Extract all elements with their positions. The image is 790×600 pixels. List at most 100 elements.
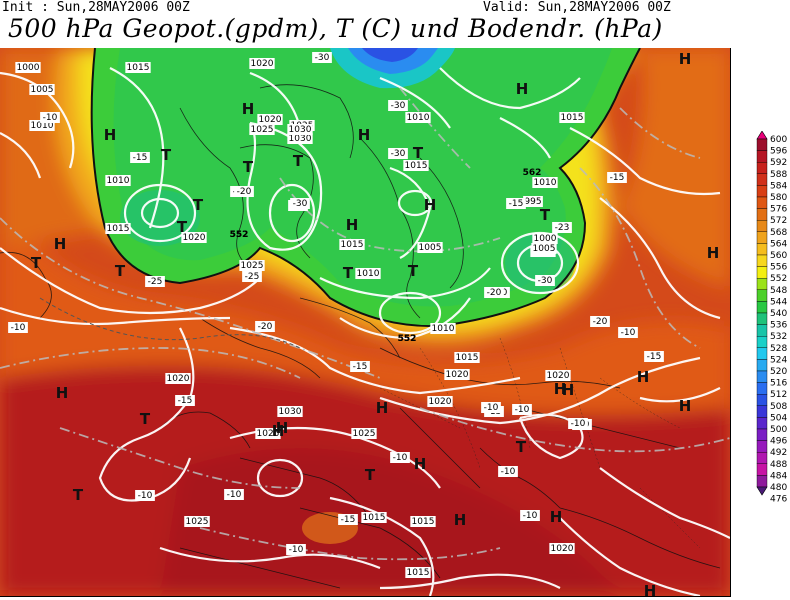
geopotential-label: 552 (398, 334, 417, 344)
svg-text:1030: 1030 (289, 134, 312, 144)
legend-value-label: 512 (770, 390, 787, 400)
high-pressure-label: H (679, 397, 692, 415)
temperature-label: -15 (338, 514, 358, 525)
low-pressure-label: T (243, 158, 254, 176)
geopotential-label: 552 (230, 230, 249, 240)
low-pressure-label: T (540, 206, 551, 224)
legend-color-cell (756, 138, 768, 151)
svg-text:995: 995 (524, 197, 541, 207)
pressure-label: 1015 (410, 516, 436, 527)
legend-value-label: 492 (770, 448, 787, 458)
svg-text:1005: 1005 (533, 244, 556, 254)
legend-value-label: 592 (770, 158, 787, 168)
svg-text:1015: 1015 (561, 113, 584, 123)
pressure-label: 1010 (430, 323, 456, 334)
temperature-labels: -10 -10 -15 -20 -25 -30 -30 -25 -20 -15 -10 -15 -20 -… (8, 52, 664, 555)
svg-text:1020: 1020 (429, 397, 452, 407)
low-pressure-label: T (365, 466, 376, 484)
high-pressure-label: H (554, 380, 567, 398)
legend-value-label: 560 (770, 251, 787, 261)
svg-text:1020: 1020 (551, 544, 574, 554)
svg-text:1030: 1030 (289, 125, 312, 135)
pressure-label: 1020 (257, 114, 283, 125)
legend-color-cell (756, 335, 768, 348)
legend-value-label: 532 (770, 332, 787, 342)
pressure-label: 1030 (287, 124, 313, 135)
temperature-label: -25 (242, 271, 262, 282)
high-pressure-label: H (644, 582, 657, 596)
legend-top-arrow (756, 131, 768, 140)
pressure-label: 1025 (255, 428, 281, 439)
svg-text:-30: -30 (538, 276, 553, 286)
svg-text:-15: -15 (610, 173, 625, 183)
svg-text:1010: 1010 (534, 178, 557, 188)
temperature-label: -10 (498, 466, 518, 477)
svg-text:1025: 1025 (241, 261, 264, 271)
svg-text:-10: -10 (43, 113, 58, 123)
temperature-label: -15 (175, 395, 195, 406)
svg-text:1025: 1025 (251, 125, 274, 135)
temperature-label: -23 (552, 222, 572, 233)
svg-text:1025: 1025 (257, 429, 280, 439)
svg-text:1010: 1010 (31, 121, 54, 131)
legend-value-label: 596 (770, 147, 787, 157)
svg-text:-15: -15 (133, 153, 148, 163)
svg-text:-10: -10 (227, 490, 242, 500)
temperature-label: -30 (312, 52, 332, 63)
svg-text:-15: -15 (178, 396, 193, 406)
pressure-label: 1020 (181, 232, 207, 243)
pressure-label: 995 (523, 196, 543, 207)
svg-text:1000: 1000 (17, 63, 40, 73)
legend-color-cell (756, 440, 768, 453)
pressure-label: 1015 (559, 112, 585, 123)
low-pressure-label: T (161, 146, 172, 164)
temperature-label: -10 (40, 112, 60, 123)
svg-text:1020: 1020 (167, 374, 190, 384)
svg-text:-30: -30 (391, 149, 406, 159)
valid-time-label: Valid: Sun,28MAY2006 00Z (483, 0, 671, 15)
legend-color-cell (756, 475, 768, 488)
legend-value-label: 564 (770, 239, 787, 249)
svg-text:-15: -15 (509, 199, 524, 209)
svg-text:1015: 1015 (127, 63, 150, 73)
high-pressure-label: H (454, 511, 467, 529)
svg-text:1025: 1025 (353, 429, 376, 439)
legend-color-cell (756, 463, 768, 476)
low-pressure-label: T (193, 196, 204, 214)
svg-text:-23: -23 (555, 223, 570, 233)
pressure-label: 1015 (403, 160, 429, 171)
legend-color-cell (756, 243, 768, 256)
svg-text:1020: 1020 (251, 59, 274, 69)
temperature-label: -15 (350, 361, 370, 372)
low-pressure-label: T (31, 254, 42, 272)
low-pressure-label: T (73, 486, 84, 504)
legend-value-label: 480 (770, 483, 787, 493)
high-pressure-label: H (562, 381, 575, 399)
temperature-label: -20 (484, 287, 504, 298)
high-pressure-label: H (707, 244, 720, 262)
legend-color-cell (756, 254, 768, 267)
svg-text:-10: -10 (11, 323, 26, 333)
low-pressure-label: T (140, 410, 151, 428)
svg-text:-25: -25 (148, 277, 163, 287)
legend-color-cell (756, 185, 768, 198)
svg-text:-15: -15 (341, 515, 356, 525)
legend-color-cell (756, 277, 768, 290)
svg-text:1010: 1010 (407, 113, 430, 123)
legend-color-cell (756, 219, 768, 232)
svg-text:1020: 1020 (446, 370, 469, 380)
pressure-label: 1015 (361, 512, 387, 523)
pressure-label: 1015 (454, 352, 480, 363)
pressure-label: 1025 (239, 260, 265, 271)
high-pressure-label: H (272, 422, 285, 440)
temperature-label: -30 (290, 198, 310, 209)
high-pressure-label: H (679, 50, 692, 68)
legend-color-cell (756, 208, 768, 221)
map-title: 500 hPa Geopot.(gpdm), T (C) und Bodendr… (8, 14, 663, 43)
legend-color-cell (756, 405, 768, 418)
legend-value-label: 476 (770, 495, 787, 505)
legend-value-label: 556 (770, 263, 787, 273)
svg-text:-20: -20 (237, 187, 252, 197)
legend-color-cell (756, 231, 768, 244)
legend-color-cell (756, 417, 768, 430)
